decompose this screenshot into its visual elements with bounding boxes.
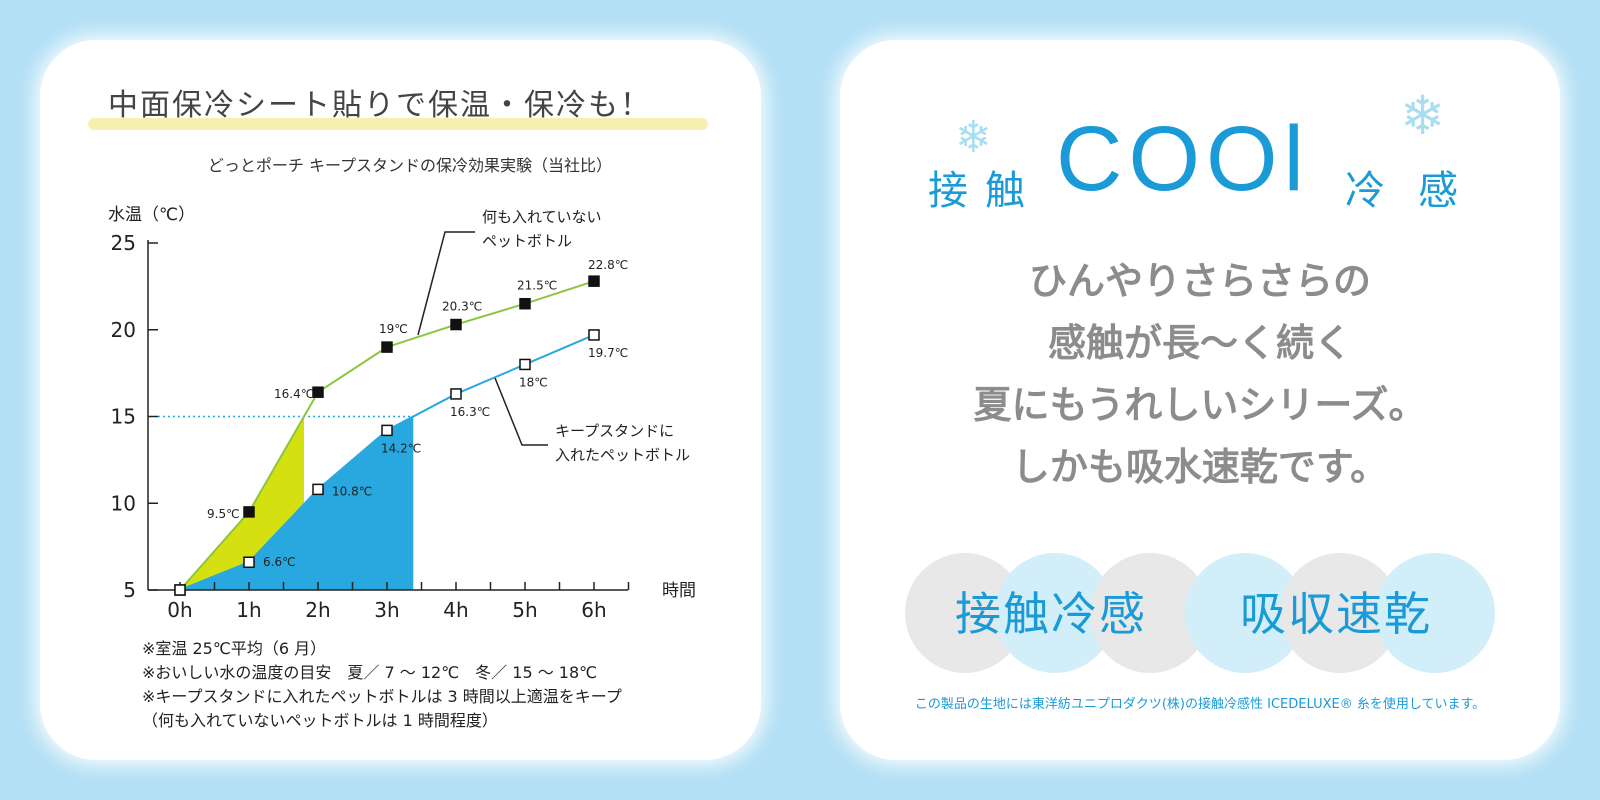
callout-leader [494, 377, 548, 446]
y-axis-label: 水温（℃） [108, 205, 195, 225]
retention-area-green [180, 416, 304, 590]
data-label: 22.8℃ [588, 258, 628, 272]
y-tick-label: 15 [111, 405, 136, 429]
note-1: ※室温 25℃平均（6 月） [142, 639, 327, 658]
x-tick-label: 4h [443, 598, 468, 622]
note-4: （何も入れていないペットボトルは 1 時間程度） [142, 711, 498, 730]
data-point [450, 388, 462, 400]
badge-circle [1375, 553, 1495, 673]
data-label: 16.4℃ [274, 387, 314, 401]
description: ひんやりさらさらの 感触が長〜く続く 夏にもうれしいシリーズ。 しかも吸水速乾で… [880, 250, 1520, 498]
note-2: ※おいしい水の温度の目安 夏／ 7 〜 12℃ 冬／ 15 〜 18℃ [142, 663, 598, 682]
data-point [174, 584, 186, 596]
data-point [312, 483, 324, 496]
x-tick-label: 1h [236, 598, 261, 622]
data-label: 16.3℃ [450, 405, 490, 419]
data-point [243, 506, 255, 518]
kanji-1: 接 [928, 168, 968, 214]
kanji-4: 感 [1418, 168, 1458, 214]
cool-word: COOl [1056, 108, 1310, 210]
notes: ※室温 25℃平均（6 月） ※おいしい水の温度の目安 夏／ 7 〜 12℃ 冬… [142, 637, 702, 733]
retention-area-blue [180, 416, 414, 590]
note-3: ※キープスタンドに入れたペットボトルは 3 時間以上適温をキープ [142, 687, 622, 706]
data-point [519, 358, 531, 371]
kanji-3: 冷 [1345, 168, 1385, 214]
callout-label: ペットボトル [482, 232, 572, 250]
kanji-2: 触 [985, 168, 1025, 214]
data-point [381, 424, 393, 437]
data-point [450, 318, 462, 331]
description-line: しかも吸水速乾です。 [1011, 445, 1389, 489]
description-line: 感触が長〜く続く [1047, 321, 1352, 365]
x-tick-label: 6h [581, 598, 606, 622]
y-tick-label: 10 [111, 491, 136, 515]
y-tick-label: 20 [111, 318, 136, 342]
headline: 中面保冷シート貼りで保温・保冷も！ [108, 88, 652, 123]
data-point [588, 275, 600, 287]
x-tick-label: 2h [305, 598, 330, 622]
callout-label: キープスタンドに [555, 422, 674, 440]
left-panel [40, 40, 761, 760]
footnote: この製品の生地には東洋紡ユニプロダクツ(株)の接触冷感性 ICEDELUXE® … [914, 697, 1486, 712]
snowflake-icon: ❄ [1400, 84, 1446, 147]
data-label: 20.3℃ [442, 300, 482, 314]
data-point [588, 329, 600, 341]
y-tick-label: 5 [123, 578, 136, 602]
headline-highlight [88, 118, 708, 130]
chart: 5 10 15 20 25 0h 1h 2h 3h 4h 5h 6h 水温（℃） 時間 9.5℃ 16.4℃ 1… [108, 205, 696, 622]
callout-label: 入れたペットボトル [555, 446, 690, 464]
data-point [381, 341, 393, 353]
data-point [519, 297, 531, 310]
data-label: 21.5℃ [517, 279, 557, 293]
data-point [243, 556, 255, 568]
data-point [312, 386, 324, 398]
callout-leader [417, 231, 475, 336]
callout-label: 何も入れていない [482, 208, 602, 226]
data-label: 9.5℃ [207, 507, 240, 521]
data-label: 19.7℃ [588, 346, 628, 360]
description-line: ひんやりさらさらの [1028, 259, 1371, 303]
badge-quick-dry: 吸収速乾 [1240, 587, 1432, 641]
y-tick-label: 25 [111, 231, 136, 255]
x-tick-label: 3h [374, 598, 399, 622]
data-label: 10.8℃ [332, 484, 372, 498]
chart-title: どっとポーチ キープスタンドの保冷効果実験（当社比） [207, 156, 613, 175]
x-tick-label: 0h [167, 598, 192, 622]
description-line: 夏にもうれしいシリーズ。 [973, 383, 1427, 427]
data-label: 6.6℃ [263, 555, 296, 569]
data-label: 14.2℃ [381, 441, 421, 455]
data-label: 18℃ [519, 375, 548, 389]
snowflake-icon: ❄ [955, 112, 992, 163]
badge-contact-cool: 接触冷感 [955, 587, 1147, 641]
data-label: 19℃ [379, 322, 408, 336]
x-axis-label: 時間 [662, 581, 696, 601]
x-tick-label: 5h [512, 598, 537, 622]
